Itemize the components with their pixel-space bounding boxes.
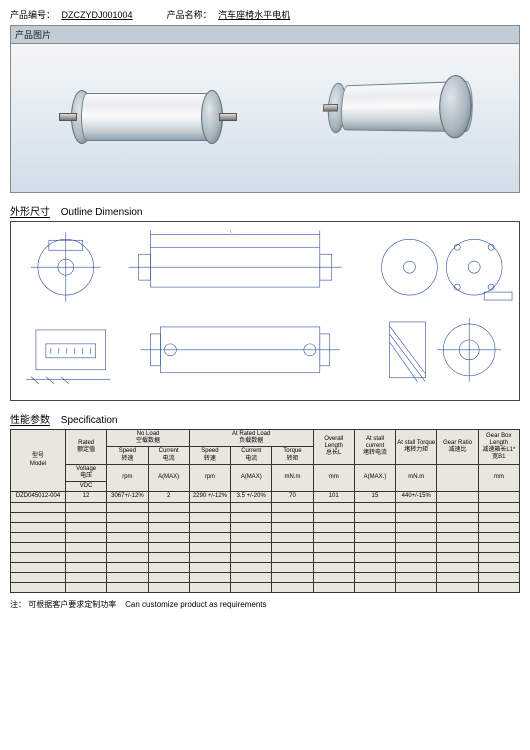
name-label: 产品名称： — [167, 10, 212, 20]
footnote-cn: 可根据客户要求定制功率 — [28, 600, 116, 609]
outline-title: 外形尺寸 Outline Dimension — [10, 203, 520, 218]
u-stall-i: A(MAX.) — [354, 464, 395, 492]
table-row — [11, 552, 520, 562]
outline-title-cn: 外形尺寸 — [10, 207, 50, 218]
th-stall-i: At stall current 堵转电流 — [354, 430, 395, 465]
u-gbox: mm — [478, 464, 519, 492]
cell-stall-i: 15 — [354, 492, 395, 502]
table-row — [11, 582, 520, 592]
th-overall: Overall Length 总长L — [313, 430, 354, 465]
th-voltage: Voltage电压 — [66, 464, 107, 481]
th-noload: No Load 空载数据 — [107, 430, 190, 447]
table-row — [11, 572, 520, 582]
th-model: 型号 Model — [11, 430, 66, 492]
u-rl-speed: rpm — [189, 464, 230, 492]
cell-model: DZD045012-004 — [11, 492, 66, 502]
cell-voltage: 12 — [66, 492, 107, 502]
cell-stall-t: 440+/-15% — [396, 492, 437, 502]
table-row — [11, 512, 520, 522]
header: 产品编号： DZCZYDJ001004 产品名称： 汽车座椅水平电机 — [10, 8, 520, 21]
cell-rl-current: 3.5 +/-20% — [231, 492, 272, 502]
cell-nl-speed: 3067+/-12% — [107, 492, 148, 502]
table-row — [11, 542, 520, 552]
th-gear: Gear Ratio 减速比 — [437, 430, 478, 465]
cell-gbox — [478, 492, 519, 502]
outline-title-en: Outline Dimension — [61, 207, 143, 218]
u-gear — [437, 464, 478, 492]
table-row — [11, 502, 520, 512]
th-gbox: Gear Box Length 减速箱长L1*宽B1 — [478, 430, 519, 465]
footnote-label: 注： — [10, 600, 26, 609]
th-stall-t: At stall Torque 堵转力矩 — [396, 430, 437, 465]
th-atload: At Rated Load 负载数据 — [189, 430, 313, 447]
u-voltage: VDC — [66, 482, 107, 492]
table-row — [11, 562, 520, 572]
u-rl-torque: mN.m — [272, 464, 313, 492]
cell-rl-torque: 70 — [272, 492, 313, 502]
outline-drawing: L — [10, 221, 520, 401]
th-nl-current: Current电流 — [148, 447, 189, 464]
name-value: 汽车座椅水平电机 — [214, 10, 294, 21]
product-render-perspective — [323, 70, 469, 167]
cell-nl-current: 2 — [148, 492, 189, 502]
spec-title: 性能参数 Specification — [10, 411, 520, 426]
cell-gear — [437, 492, 478, 502]
u-stall-t: mN.m — [396, 464, 437, 492]
cell-rl-speed: 2290 +/-12% — [189, 492, 230, 502]
table-row — [11, 522, 520, 532]
u-nl-speed: rpm — [107, 464, 148, 492]
cell-overall: 101 — [313, 492, 354, 502]
footnote: 注： 可根据客户要求定制功率 Can customize product as … — [10, 599, 520, 610]
svg-text:L: L — [230, 228, 233, 233]
footnote-en: Can customize product as requirements — [125, 600, 266, 609]
table-row — [11, 532, 520, 542]
th-rated: Rated 额定值 — [66, 430, 107, 465]
th-rl-torque: Torque转矩 — [272, 447, 313, 464]
code-value: DZCZYDJ001004 — [58, 10, 137, 21]
table-row: DZD045012-004 12 3067+/-12% 2 2290 +/-12… — [11, 492, 520, 502]
code-label: 产品编号： — [10, 10, 55, 20]
u-nl-current: A(MAX) — [148, 464, 189, 492]
spec-title-en: Specification — [61, 415, 118, 426]
product-render-side — [63, 83, 233, 153]
th-rl-speed: Speed转速 — [189, 447, 230, 464]
spec-table: 型号 Model Rated 额定值 No Load 空载数据 At Rated… — [10, 429, 520, 593]
th-rl-current: Current电流 — [231, 447, 272, 464]
image-section-bar: 产品图片 — [10, 25, 520, 43]
u-rl-current: A(MAX) — [231, 464, 272, 492]
spec-title-cn: 性能参数 — [10, 415, 50, 426]
u-overall: mm — [313, 464, 354, 492]
product-image-box — [10, 43, 520, 193]
th-nl-speed: Speed转速 — [107, 447, 148, 464]
